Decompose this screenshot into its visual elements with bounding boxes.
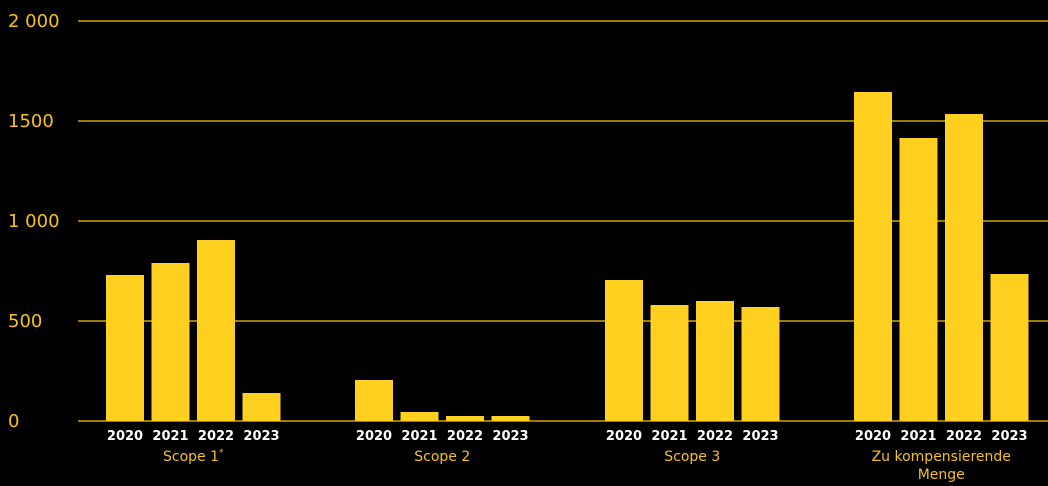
year-label: 2023 (492, 429, 528, 444)
group-label: Scope 2 (414, 449, 470, 465)
bar-zu-kompensierende-2021 (899, 138, 938, 421)
year-label: 2021 (651, 429, 687, 444)
bars (106, 92, 1029, 421)
bar-zu-kompensierende-2022 (945, 114, 983, 421)
bar-scope-2-2020 (355, 380, 393, 421)
y-axis-tick-labels: 0 500 1 000 1500 2 000 (8, 11, 60, 432)
y-tick-label: 500 (8, 311, 42, 332)
bar-scope-3-2023 (741, 307, 780, 421)
y-tick-label: 1 000 (8, 211, 60, 232)
year-label: 2020 (855, 429, 891, 444)
year-label: 2020 (107, 429, 143, 444)
year-label: 2022 (447, 429, 483, 444)
bar-zu-kompensierende-2023 (990, 274, 1029, 421)
y-tick-label: 0 (8, 411, 19, 432)
group-label: Scope 1* (163, 448, 224, 465)
year-label: 2020 (356, 429, 392, 444)
y-tick-label: 1500 (8, 111, 54, 132)
year-label: 2022 (697, 429, 733, 444)
group-label: Zu kompensierende (872, 449, 1011, 465)
year-label: 2022 (946, 429, 982, 444)
year-label: 2021 (401, 429, 437, 444)
x-axis-labels: 2020 2021 2022 2023 Scope 1* 2020 2021 2022 2023… (107, 429, 1028, 483)
group-label: Scope 3 (664, 449, 720, 465)
bar-scope-1-2020 (106, 275, 144, 421)
group-label-line2: Menge (918, 467, 965, 483)
bar-zu-kompensierende-2020 (854, 92, 892, 421)
bar-scope-2-2023 (491, 416, 530, 421)
year-label: 2023 (742, 429, 778, 444)
year-label: 2021 (900, 429, 936, 444)
bar-scope-3-2021 (650, 305, 689, 421)
y-tick-label: 2 000 (8, 11, 60, 32)
bar-scope-3-2022 (696, 301, 734, 421)
bar-scope-3-2020 (605, 280, 643, 421)
bar-scope-2-2022 (446, 416, 484, 421)
year-label: 2023 (243, 429, 279, 444)
year-label: 2020 (606, 429, 642, 444)
year-label: 2022 (198, 429, 234, 444)
footnote-marker: * (219, 448, 224, 458)
bar-scope-2-2021 (400, 412, 439, 421)
bar-scope-1-2021 (151, 263, 190, 421)
bar-scope-1-2023 (242, 393, 281, 421)
year-label: 2021 (152, 429, 188, 444)
bar-scope-1-2022 (197, 240, 235, 421)
year-label: 2023 (991, 429, 1027, 444)
